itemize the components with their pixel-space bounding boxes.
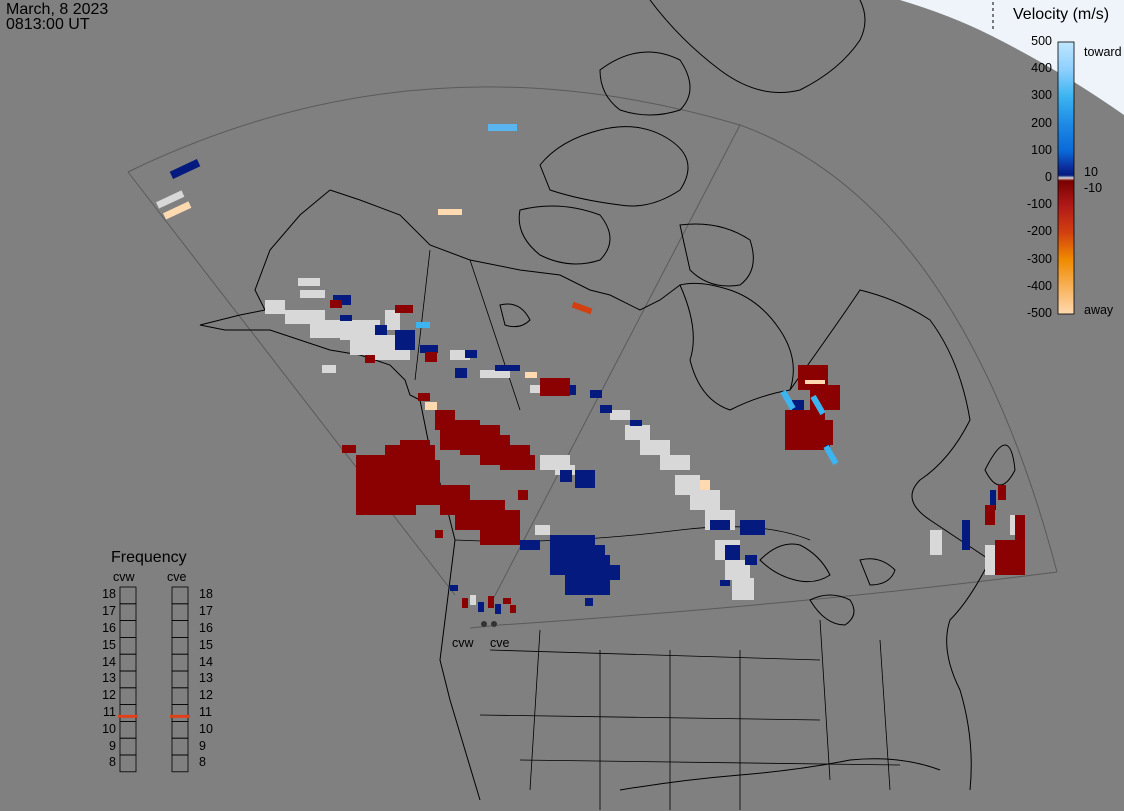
radar-label-cvw: cvw (452, 636, 474, 650)
velocity-tick-label: 500 (1031, 34, 1052, 48)
velocity-tick-label: 400 (1031, 61, 1052, 76)
frequency-tick-left: 14 (102, 654, 116, 669)
velocity-colorbar-fill (1057, 41, 1075, 315)
radar-site-marker (481, 621, 487, 627)
freq-radar-cvw: cvw (113, 570, 135, 584)
frequency-bin (119, 637, 137, 655)
fov-outline (127, 86, 1058, 629)
frequency-bin (119, 653, 137, 672)
frequency-tick-right: 16 (199, 621, 213, 635)
frequency-bin (171, 721, 189, 739)
frequency-tick-left: 13 (102, 671, 116, 686)
frequency-bin (171, 637, 189, 655)
frequency-bin (171, 603, 189, 621)
velocity-tick-label: 100 (1031, 142, 1052, 157)
frequency-bin (171, 586, 189, 605)
frequency-tick-left: 18 (102, 587, 116, 602)
velocity-tick-label: 200 (1031, 115, 1052, 130)
frequency-bin (171, 670, 189, 689)
frequency-tick-left: 17 (102, 604, 116, 619)
radar-label-cve: cve (490, 636, 510, 650)
frequency-bin (119, 687, 137, 705)
velocity-tick-label: -500 (1026, 306, 1052, 320)
velocity-tick-label: 0 (1045, 170, 1052, 184)
frequency-marker (170, 714, 190, 718)
frequency-bin (119, 704, 137, 722)
frequency-bars (118, 586, 190, 773)
frequency-bin (119, 737, 137, 756)
frequency-tick-right: 17 (199, 604, 213, 619)
frequency-marker (118, 714, 138, 718)
velocity-tick-label: -200 (1026, 224, 1052, 239)
frequency-tick-left: 15 (102, 637, 116, 652)
toward-label: toward (1084, 45, 1122, 59)
frequency-bin (171, 754, 189, 773)
frequency-tick-left: 16 (102, 621, 116, 635)
frequency-bin (119, 670, 137, 689)
coastlines (199, 0, 1016, 801)
away-label: away (1084, 303, 1114, 317)
velocity-tick-label: -300 (1026, 251, 1052, 266)
frequency-bin (119, 603, 137, 621)
frequency-bin (119, 721, 137, 739)
frequency-tick-right: 9 (199, 738, 206, 753)
frequency-tick-left: 10 (102, 721, 116, 736)
frequency-tick-right: 8 (199, 755, 206, 770)
frequency-bin (119, 586, 137, 605)
velocity-legend-title: Velocity (m/s) (1013, 6, 1110, 23)
frequency-bin (119, 620, 137, 638)
frequency-bin (171, 653, 189, 672)
frequency-bin (171, 737, 189, 756)
borders (414, 249, 901, 810)
radar-scatter (156, 124, 1025, 614)
frequency-bin (171, 687, 189, 705)
frequency-bin (119, 754, 137, 773)
velocity-tick-label: 300 (1031, 88, 1052, 103)
frequency-tick-left: 9 (109, 738, 116, 753)
frequency-title: Frequency (111, 549, 187, 566)
frequency-tick-left: 11 (103, 705, 116, 719)
frequency-tick-right: 11 (199, 705, 212, 719)
inner-label-pos: 10 (1084, 165, 1098, 179)
frequency-tick-right: 18 (199, 587, 213, 602)
date-label: March, 8 2023 (6, 1, 109, 18)
velocity-tick-label: -400 (1026, 278, 1052, 293)
inner-label-neg: -10 (1084, 181, 1103, 195)
radar-site-marker (491, 621, 497, 627)
time-label: 0813:00 UT (6, 16, 90, 33)
daylight-region (900, 0, 1124, 115)
frequency-tick-left: 8 (109, 755, 116, 770)
freq-radar-cve: cve (167, 570, 187, 584)
frequency-bin (171, 704, 189, 722)
frequency-tick-right: 13 (199, 671, 213, 686)
frequency-tick-right: 15 (199, 637, 213, 652)
velocity-colorbar (1057, 41, 1075, 315)
frequency-tick-right: 10 (199, 721, 213, 736)
frequency-tick-left: 12 (102, 688, 116, 703)
frequency-tick-right: 14 (199, 654, 213, 669)
velocity-tick-label: -100 (1026, 197, 1052, 212)
frequency-bin (171, 620, 189, 638)
frequency-tick-right: 12 (199, 688, 213, 703)
